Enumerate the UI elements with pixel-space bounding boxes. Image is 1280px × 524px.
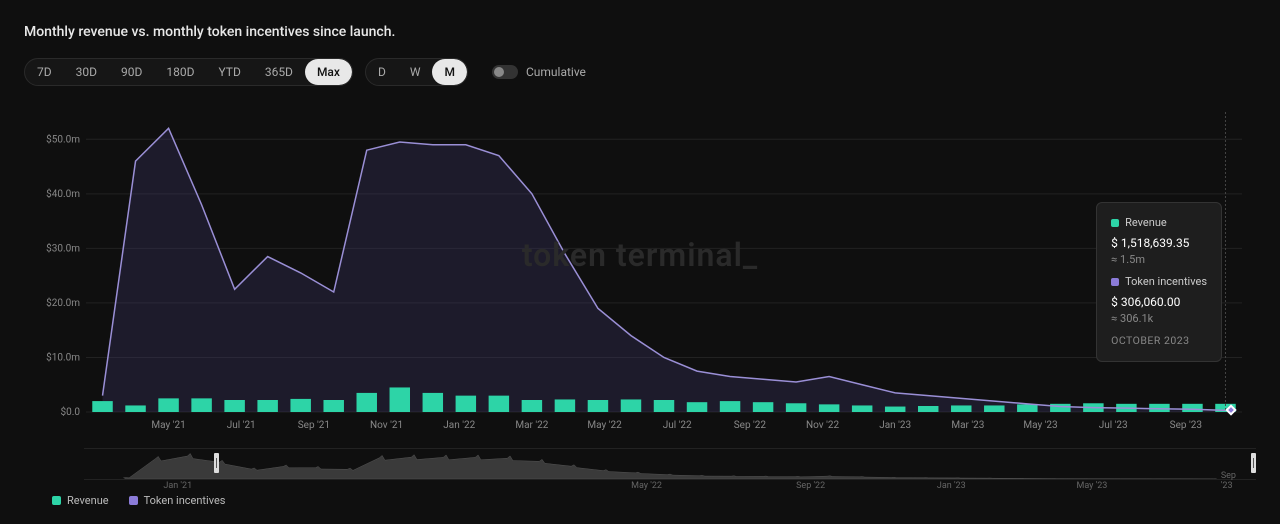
svg-text:$20.0m: $20.0m [46,296,80,309]
revenue-bar[interactable] [852,405,872,412]
tooltip-approx: ≈ 306.1k [1111,311,1207,328]
revenue-bar[interactable] [687,402,707,412]
revenue-bar[interactable] [290,399,310,412]
revenue-bar[interactable] [92,401,112,412]
tooltip-approx: ≈ 1.5m [1111,252,1207,269]
range-pill-90d[interactable]: 90D [109,59,154,85]
revenue-bar[interactable] [257,400,277,412]
svg-text:Jul '23: Jul '23 [1099,420,1128,431]
svg-text:Mar '22: Mar '22 [515,420,548,431]
revenue-bar[interactable] [621,399,641,412]
revenue-bar[interactable] [323,400,343,412]
revenue-bar[interactable] [456,396,476,412]
svg-text:$50.0m: $50.0m [46,132,80,145]
grain-pill-d[interactable]: D [366,59,398,85]
brush-tick: Jan '21 [163,481,192,491]
range-pill-group: 7D30D90D180DYTD365DMax [24,58,353,86]
revenue-bar[interactable] [1182,404,1202,412]
svg-text:Mar '23: Mar '23 [951,420,984,431]
revenue-bar[interactable] [1017,404,1037,412]
tooltip-date: OCTOBER 2023 [1111,333,1207,349]
revenue-bar[interactable] [588,400,608,412]
chart-tooltip: Revenue $ 1,518,639.35≈ 1.5m Token incenti… [1096,202,1222,362]
svg-text:Sep '23: Sep '23 [1170,420,1202,431]
revenue-bar[interactable] [720,401,740,412]
legend-label: Token incentives [144,494,226,507]
brush-tick: Jan '23 [937,481,966,491]
brush-area[interactable]: Jan '21May '22Sep '22Jan '23May '23Sep '… [84,448,1256,480]
legend-label: Revenue [67,494,109,507]
revenue-bar[interactable] [984,405,1004,412]
legend-swatch [52,496,61,505]
svg-text:$0.0: $0.0 [61,405,81,418]
svg-text:May '22: May '22 [587,420,622,431]
chart-title: Monthly revenue vs. monthly token incent… [24,24,1256,40]
revenue-bar[interactable] [158,398,178,412]
controls-row: 7D30D90D180DYTD365DMax DWM Cumulative [24,58,1256,86]
revenue-bar[interactable] [125,405,145,412]
legend-row: Revenue Token incentives [52,494,1256,507]
cumulative-label: Cumulative [526,65,586,79]
chart-area: token terminal_ $0.0$10.0m$20.0m$30.0m$4… [24,102,1256,442]
revenue-bar[interactable] [918,406,938,412]
range-pill-ytd[interactable]: YTD [206,59,252,85]
main-chart-svg[interactable]: $0.0 $10.0m $20.0m $30.0m $40.0m $50.0m May '2… [24,102,1256,442]
brush-tick: May '23 [1076,481,1107,491]
range-pill-7d[interactable]: 7D [25,59,64,85]
legend-swatch [129,496,138,505]
svg-text:Nov '22: Nov '22 [806,420,839,431]
grain-pill-w[interactable]: W [398,59,433,85]
grain-pill-m[interactable]: M [432,59,467,85]
brush-tick: Sep '23 [1221,471,1244,491]
brush-svg [84,449,1256,479]
legend-item-token-incentives[interactable]: Token incentives [129,494,226,507]
svg-text:Nov '21: Nov '21 [370,420,403,431]
revenue-bar[interactable] [555,399,575,412]
revenue-bar[interactable] [1050,404,1070,412]
revenue-bar[interactable] [753,402,773,412]
tooltip-value: $ 306,060.00 [1111,293,1207,311]
range-pill-180d[interactable]: 180D [154,59,206,85]
svg-text:Jan '23: Jan '23 [879,420,911,431]
brush-handle-left[interactable] [214,453,219,473]
brush-tick: Sep '22 [796,481,825,491]
range-pill-30d[interactable]: 30D [64,59,109,85]
revenue-bar[interactable] [885,407,905,412]
svg-text:$40.0m: $40.0m [46,187,80,200]
svg-text:Jan '22: Jan '22 [443,420,475,431]
revenue-bar[interactable] [224,400,244,412]
revenue-bar[interactable] [357,393,377,412]
svg-text:May '21: May '21 [151,420,185,431]
brush-handle-right[interactable] [1251,453,1256,473]
svg-text:May '23: May '23 [1023,420,1057,431]
revenue-bar[interactable] [489,396,509,412]
legend-item-revenue[interactable]: Revenue [52,494,109,507]
tooltip-value: $ 1,518,639.35 [1111,234,1207,252]
revenue-bar[interactable] [654,400,674,412]
revenue-bar[interactable] [390,387,410,412]
svg-text:Sep '22: Sep '22 [734,420,767,431]
tooltip-label: Revenue [1125,215,1167,232]
revenue-bar[interactable] [423,393,443,412]
svg-text:Sep '21: Sep '21 [298,420,330,431]
revenue-bar[interactable] [951,405,971,412]
revenue-bar[interactable] [819,404,839,412]
svg-text:Jul '21: Jul '21 [227,420,256,431]
range-pill-365d[interactable]: 365D [253,59,305,85]
svg-text:$10.0m: $10.0m [46,350,80,363]
revenue-bar[interactable] [191,398,211,412]
range-pill-max[interactable]: Max [305,59,352,85]
cumulative-toggle[interactable] [492,65,518,79]
brush-tick: May '22 [631,481,662,491]
grain-pill-group: DWM [365,58,468,86]
svg-text:$30.0m: $30.0m [46,241,80,254]
svg-text:Jul '22: Jul '22 [663,420,692,431]
tooltip-label: Token incentives [1125,274,1207,291]
revenue-bar[interactable] [522,400,542,412]
revenue-bar[interactable] [786,403,806,412]
